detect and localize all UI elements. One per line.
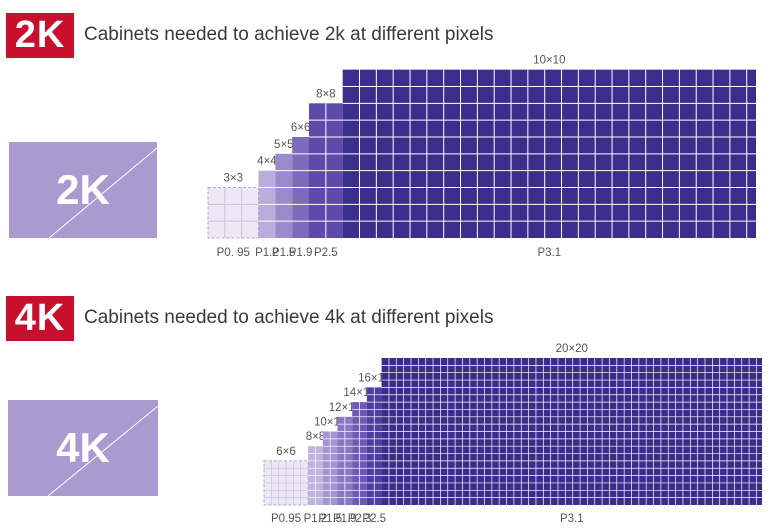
cabinet-grid-chart-2k: 3×3 P0. 95 4×4 P1.2 5×5 P1.5 6×6 P1.9 8×8 P2.5 10×… xyxy=(207,55,756,259)
pixel-pitch-label: P3.1 xyxy=(560,513,584,525)
cabinet-grid xyxy=(292,136,310,238)
heading-4k: Cabinets needed to achieve 4k at differe… xyxy=(84,307,494,328)
cabinet-grid xyxy=(342,69,756,239)
pixel-pitch-label: P1.9 xyxy=(289,247,313,259)
grid-size-label: 6×6 xyxy=(276,446,296,458)
screen-4k: 4K xyxy=(8,400,158,496)
pixel-pitch-label: P2.3 xyxy=(348,513,372,525)
screen-label-2k: 2K xyxy=(56,166,110,213)
cabinet-grid xyxy=(309,103,343,238)
cabinet-grid xyxy=(337,416,353,505)
pixel-pitch-label: P1.2 xyxy=(304,513,328,525)
cabinet-grid xyxy=(263,460,309,506)
badge-4k: 4K xyxy=(6,296,74,341)
pixel-pitch-label: P1.2 xyxy=(255,247,279,259)
grid-size-label: 8×8 xyxy=(306,431,326,443)
badge-2k: 2K xyxy=(6,13,74,58)
cabinet-grid xyxy=(258,170,276,238)
pixel-pitch-label: P0.95 xyxy=(271,513,301,525)
screen-label-4k: 4K xyxy=(56,424,110,471)
grid-size-label: 5×5 xyxy=(274,139,294,151)
grid-size-label: 3×3 xyxy=(223,172,243,184)
cabinet-grid xyxy=(322,431,338,505)
grid-size-label: 20×20 xyxy=(556,343,588,355)
pixel-pitch-label: P2.5 xyxy=(362,513,386,525)
pixel-pitch-label: P3.1 xyxy=(538,247,562,259)
pixel-pitch-label: P1.5 xyxy=(318,513,342,525)
pixel-pitch-label: P2.5 xyxy=(314,247,338,259)
heading-2k: Cabinets needed to achieve 2k at differe… xyxy=(84,24,494,45)
pixel-pitch-label: P1.9 xyxy=(333,513,357,525)
grid-size-label: 4×4 xyxy=(257,156,277,168)
grid-size-label: 8×8 xyxy=(316,88,336,100)
cabinet-grid xyxy=(207,187,259,239)
cabinet-grid xyxy=(275,153,293,238)
cabinet-grid xyxy=(352,402,367,505)
grid-size-label: 6×6 xyxy=(291,122,311,134)
screen-2k: 2K xyxy=(9,142,157,238)
cabinet-grid xyxy=(308,446,323,505)
grid-size-label: 10×10 xyxy=(533,55,565,67)
screen-diagonal-4k xyxy=(47,405,158,496)
pixel-pitch-label: P0. 95 xyxy=(217,247,250,259)
cabinet-block xyxy=(275,153,293,238)
cabinet-grid xyxy=(381,358,762,505)
pixel-pitch-label: P1.5 xyxy=(272,247,296,259)
screen-diagonal-2k xyxy=(48,147,157,238)
cabinet-grid xyxy=(366,387,382,505)
